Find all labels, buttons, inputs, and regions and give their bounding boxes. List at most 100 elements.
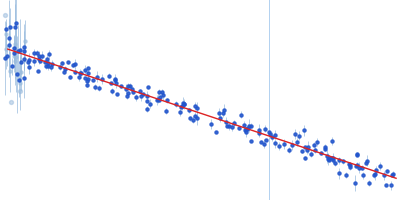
Point: [96, 86, 102, 89]
Point: [124, 94, 130, 98]
Point: [7, 25, 14, 29]
Point: [56, 66, 63, 69]
Point: [13, 21, 19, 24]
Point: [127, 84, 133, 87]
Point: [3, 47, 9, 51]
Point: [10, 55, 17, 58]
Point: [14, 73, 20, 76]
Point: [83, 80, 90, 83]
Point: [330, 158, 336, 162]
Point: [77, 72, 83, 75]
Point: [347, 163, 354, 167]
Point: [180, 101, 186, 104]
Point: [105, 74, 112, 77]
Point: [220, 108, 227, 111]
Point: [226, 124, 232, 127]
Point: [364, 159, 370, 162]
Point: [363, 161, 369, 164]
Point: [322, 147, 328, 150]
Point: [318, 152, 324, 155]
Point: [17, 49, 24, 52]
Point: [347, 165, 354, 168]
Point: [181, 103, 187, 106]
Point: [223, 120, 229, 124]
Point: [302, 156, 308, 159]
Point: [154, 98, 160, 101]
Point: [322, 145, 328, 149]
Point: [20, 57, 27, 60]
Point: [43, 65, 49, 68]
Point: [9, 65, 16, 68]
Point: [31, 59, 37, 63]
Point: [160, 93, 166, 97]
Point: [22, 40, 28, 43]
Point: [144, 94, 151, 98]
Point: [244, 127, 250, 130]
Point: [383, 183, 390, 187]
Point: [262, 127, 268, 130]
Point: [15, 50, 22, 53]
Point: [376, 164, 383, 167]
Point: [49, 62, 55, 66]
Point: [8, 101, 14, 104]
Point: [354, 153, 360, 156]
Point: [78, 71, 84, 75]
Point: [133, 96, 139, 99]
Point: [192, 115, 198, 118]
Point: [156, 96, 163, 99]
Point: [244, 126, 251, 129]
Point: [384, 169, 390, 172]
Point: [360, 174, 366, 177]
Point: [155, 97, 161, 100]
Point: [36, 58, 42, 61]
Point: [7, 70, 13, 73]
Point: [25, 61, 31, 64]
Point: [162, 110, 169, 113]
Point: [112, 77, 118, 81]
Point: [325, 158, 332, 161]
Point: [220, 111, 226, 114]
Point: [108, 90, 115, 93]
Point: [359, 166, 366, 169]
Point: [258, 140, 264, 143]
Point: [44, 62, 51, 65]
Point: [243, 127, 250, 131]
Point: [266, 131, 272, 134]
Point: [71, 63, 78, 66]
Point: [194, 117, 200, 120]
Point: [248, 139, 255, 143]
Point: [39, 54, 45, 57]
Point: [144, 107, 150, 110]
Point: [6, 43, 12, 46]
Point: [114, 93, 120, 96]
Point: [178, 105, 185, 108]
Point: [61, 70, 68, 73]
Point: [12, 25, 18, 28]
Point: [371, 173, 378, 176]
Point: [16, 81, 23, 84]
Point: [336, 159, 342, 162]
Point: [180, 102, 187, 105]
Point: [92, 85, 98, 89]
Point: [272, 133, 278, 137]
Point: [269, 135, 275, 138]
Point: [11, 52, 17, 55]
Point: [352, 182, 358, 185]
Point: [85, 71, 91, 75]
Point: [276, 145, 282, 148]
Point: [235, 126, 242, 130]
Point: [20, 49, 27, 52]
Point: [84, 84, 90, 87]
Point: [72, 70, 78, 73]
Point: [354, 163, 360, 166]
Point: [85, 77, 92, 81]
Point: [255, 131, 262, 135]
Point: [261, 142, 267, 145]
Point: [156, 90, 162, 93]
Point: [356, 166, 362, 169]
Point: [340, 160, 346, 163]
Point: [59, 62, 66, 65]
Point: [212, 131, 219, 134]
Point: [136, 89, 143, 92]
Point: [2, 56, 8, 60]
